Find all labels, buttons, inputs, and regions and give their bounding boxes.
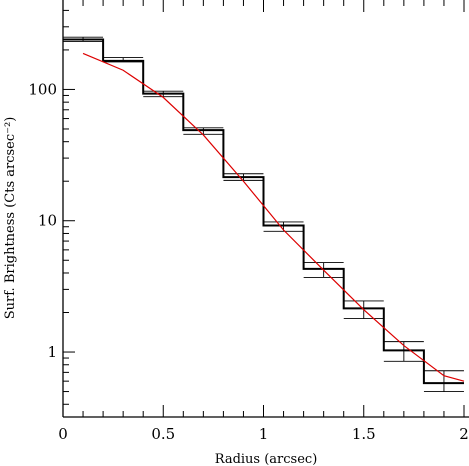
error-bar	[423, 370, 464, 393]
y-axis-ticks	[63, 9, 75, 405]
y-axis-title: Surf. Brightness (Cts arcsec⁻²)	[3, 117, 18, 320]
x-tick-label: 1.5	[352, 425, 376, 443]
x-tick-label: 0.5	[151, 425, 175, 443]
y-tick-label: 1	[47, 343, 57, 361]
error-bar	[383, 341, 424, 362]
x-axis-ticks	[62, 0, 465, 417]
x-tick-label: 2	[459, 425, 469, 443]
x-tick-label: 0	[58, 425, 68, 443]
plot-frame	[62, 0, 469, 418]
x-tick-label: 1	[259, 425, 269, 443]
x-axis-tick-labels: 0 0.5 1 1.5 2	[58, 425, 469, 443]
error-bars	[63, 36, 464, 393]
histogram-step-line	[63, 38, 464, 385]
y-axis-tick-labels: 1 10 100	[28, 80, 57, 361]
model-red-line	[82, 52, 465, 382]
x-axis-title: Radius (arcsec)	[215, 452, 318, 466]
y-tick-label: 10	[38, 212, 57, 230]
y-tick-label: 100	[28, 80, 57, 98]
